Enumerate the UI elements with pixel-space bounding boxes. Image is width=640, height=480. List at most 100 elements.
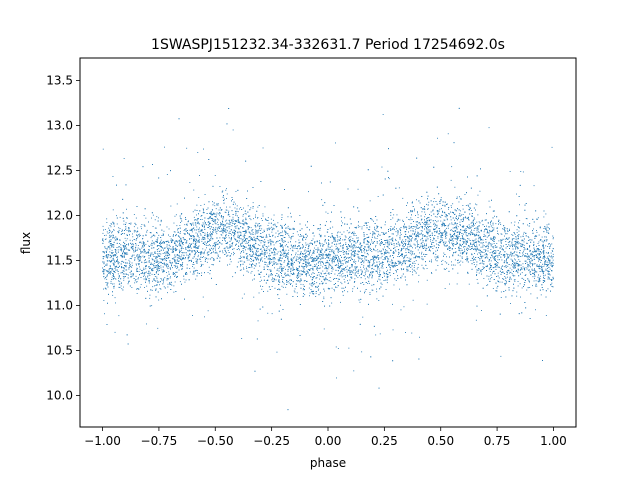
data-point <box>373 268 375 270</box>
data-point <box>465 228 467 229</box>
data-point <box>375 334 377 336</box>
data-point <box>129 264 131 266</box>
data-point <box>460 238 461 240</box>
data-point <box>540 294 542 296</box>
data-point <box>133 231 135 233</box>
data-point <box>227 241 229 243</box>
data-point <box>109 248 111 250</box>
data-point <box>288 234 290 236</box>
data-point <box>237 234 239 236</box>
data-point <box>262 232 264 233</box>
data-point <box>517 226 519 228</box>
data-point <box>539 280 541 282</box>
data-point <box>489 259 490 261</box>
data-point <box>215 226 217 228</box>
data-point <box>156 284 158 286</box>
data-point <box>200 205 202 206</box>
data-point <box>130 271 132 272</box>
data-point <box>327 212 329 214</box>
data-point <box>474 234 475 235</box>
data-point <box>377 231 379 233</box>
data-point <box>349 273 350 275</box>
data-point <box>172 273 174 275</box>
data-point <box>209 240 211 241</box>
data-point <box>351 277 353 279</box>
data-point <box>530 253 532 255</box>
data-point <box>242 214 244 215</box>
data-point <box>157 282 159 283</box>
data-point <box>193 267 195 269</box>
data-point <box>133 254 135 256</box>
data-point <box>457 234 459 236</box>
data-point <box>140 241 142 243</box>
data-point <box>139 266 140 268</box>
data-point <box>349 271 351 273</box>
data-point <box>291 264 293 266</box>
data-point <box>545 315 547 316</box>
data-point <box>297 278 298 279</box>
data-point <box>194 254 196 256</box>
data-point <box>189 268 191 269</box>
data-point <box>540 251 541 253</box>
data-point <box>326 221 327 223</box>
data-point <box>525 267 527 269</box>
data-point <box>154 259 156 261</box>
data-point <box>300 283 302 285</box>
data-point <box>450 229 452 231</box>
data-point <box>375 250 377 252</box>
data-point <box>406 268 407 270</box>
data-point <box>424 224 426 225</box>
data-point <box>486 264 488 266</box>
data-point <box>133 229 135 231</box>
data-point <box>361 250 362 252</box>
data-point <box>401 250 402 251</box>
data-point <box>308 191 309 193</box>
data-point <box>465 217 466 219</box>
data-point <box>461 252 463 254</box>
data-point <box>316 277 318 279</box>
data-point <box>305 257 307 258</box>
data-point <box>184 233 186 235</box>
data-point <box>132 254 134 256</box>
data-point <box>129 272 131 273</box>
data-point <box>141 242 143 244</box>
data-point <box>370 249 372 250</box>
data-point <box>538 234 540 236</box>
data-point <box>169 262 171 263</box>
data-point <box>349 246 351 248</box>
data-point <box>186 264 188 266</box>
data-point <box>485 254 487 255</box>
data-point <box>130 230 131 232</box>
data-point <box>422 208 424 210</box>
data-point <box>151 252 153 254</box>
data-point <box>463 251 465 253</box>
data-point <box>420 230 422 232</box>
data-point <box>228 213 229 215</box>
data-point <box>396 221 398 222</box>
data-point <box>335 142 336 144</box>
data-point <box>428 231 430 233</box>
data-point <box>189 243 191 244</box>
data-point <box>313 235 315 237</box>
data-point <box>149 294 151 296</box>
data-point <box>393 229 395 231</box>
data-point <box>495 251 497 253</box>
data-point <box>268 245 270 247</box>
data-point <box>111 276 113 278</box>
data-point <box>371 241 373 243</box>
data-point <box>130 276 132 278</box>
data-point <box>488 278 490 280</box>
data-point <box>407 237 409 239</box>
data-point <box>257 223 259 225</box>
data-point <box>318 274 320 276</box>
data-point <box>507 239 509 240</box>
data-point <box>300 259 301 261</box>
data-point <box>344 290 345 292</box>
data-point <box>418 281 419 283</box>
data-point <box>102 232 104 234</box>
data-point <box>163 278 165 280</box>
data-point <box>382 267 384 269</box>
data-point <box>519 283 521 285</box>
data-point <box>171 284 173 286</box>
data-point <box>209 216 211 217</box>
